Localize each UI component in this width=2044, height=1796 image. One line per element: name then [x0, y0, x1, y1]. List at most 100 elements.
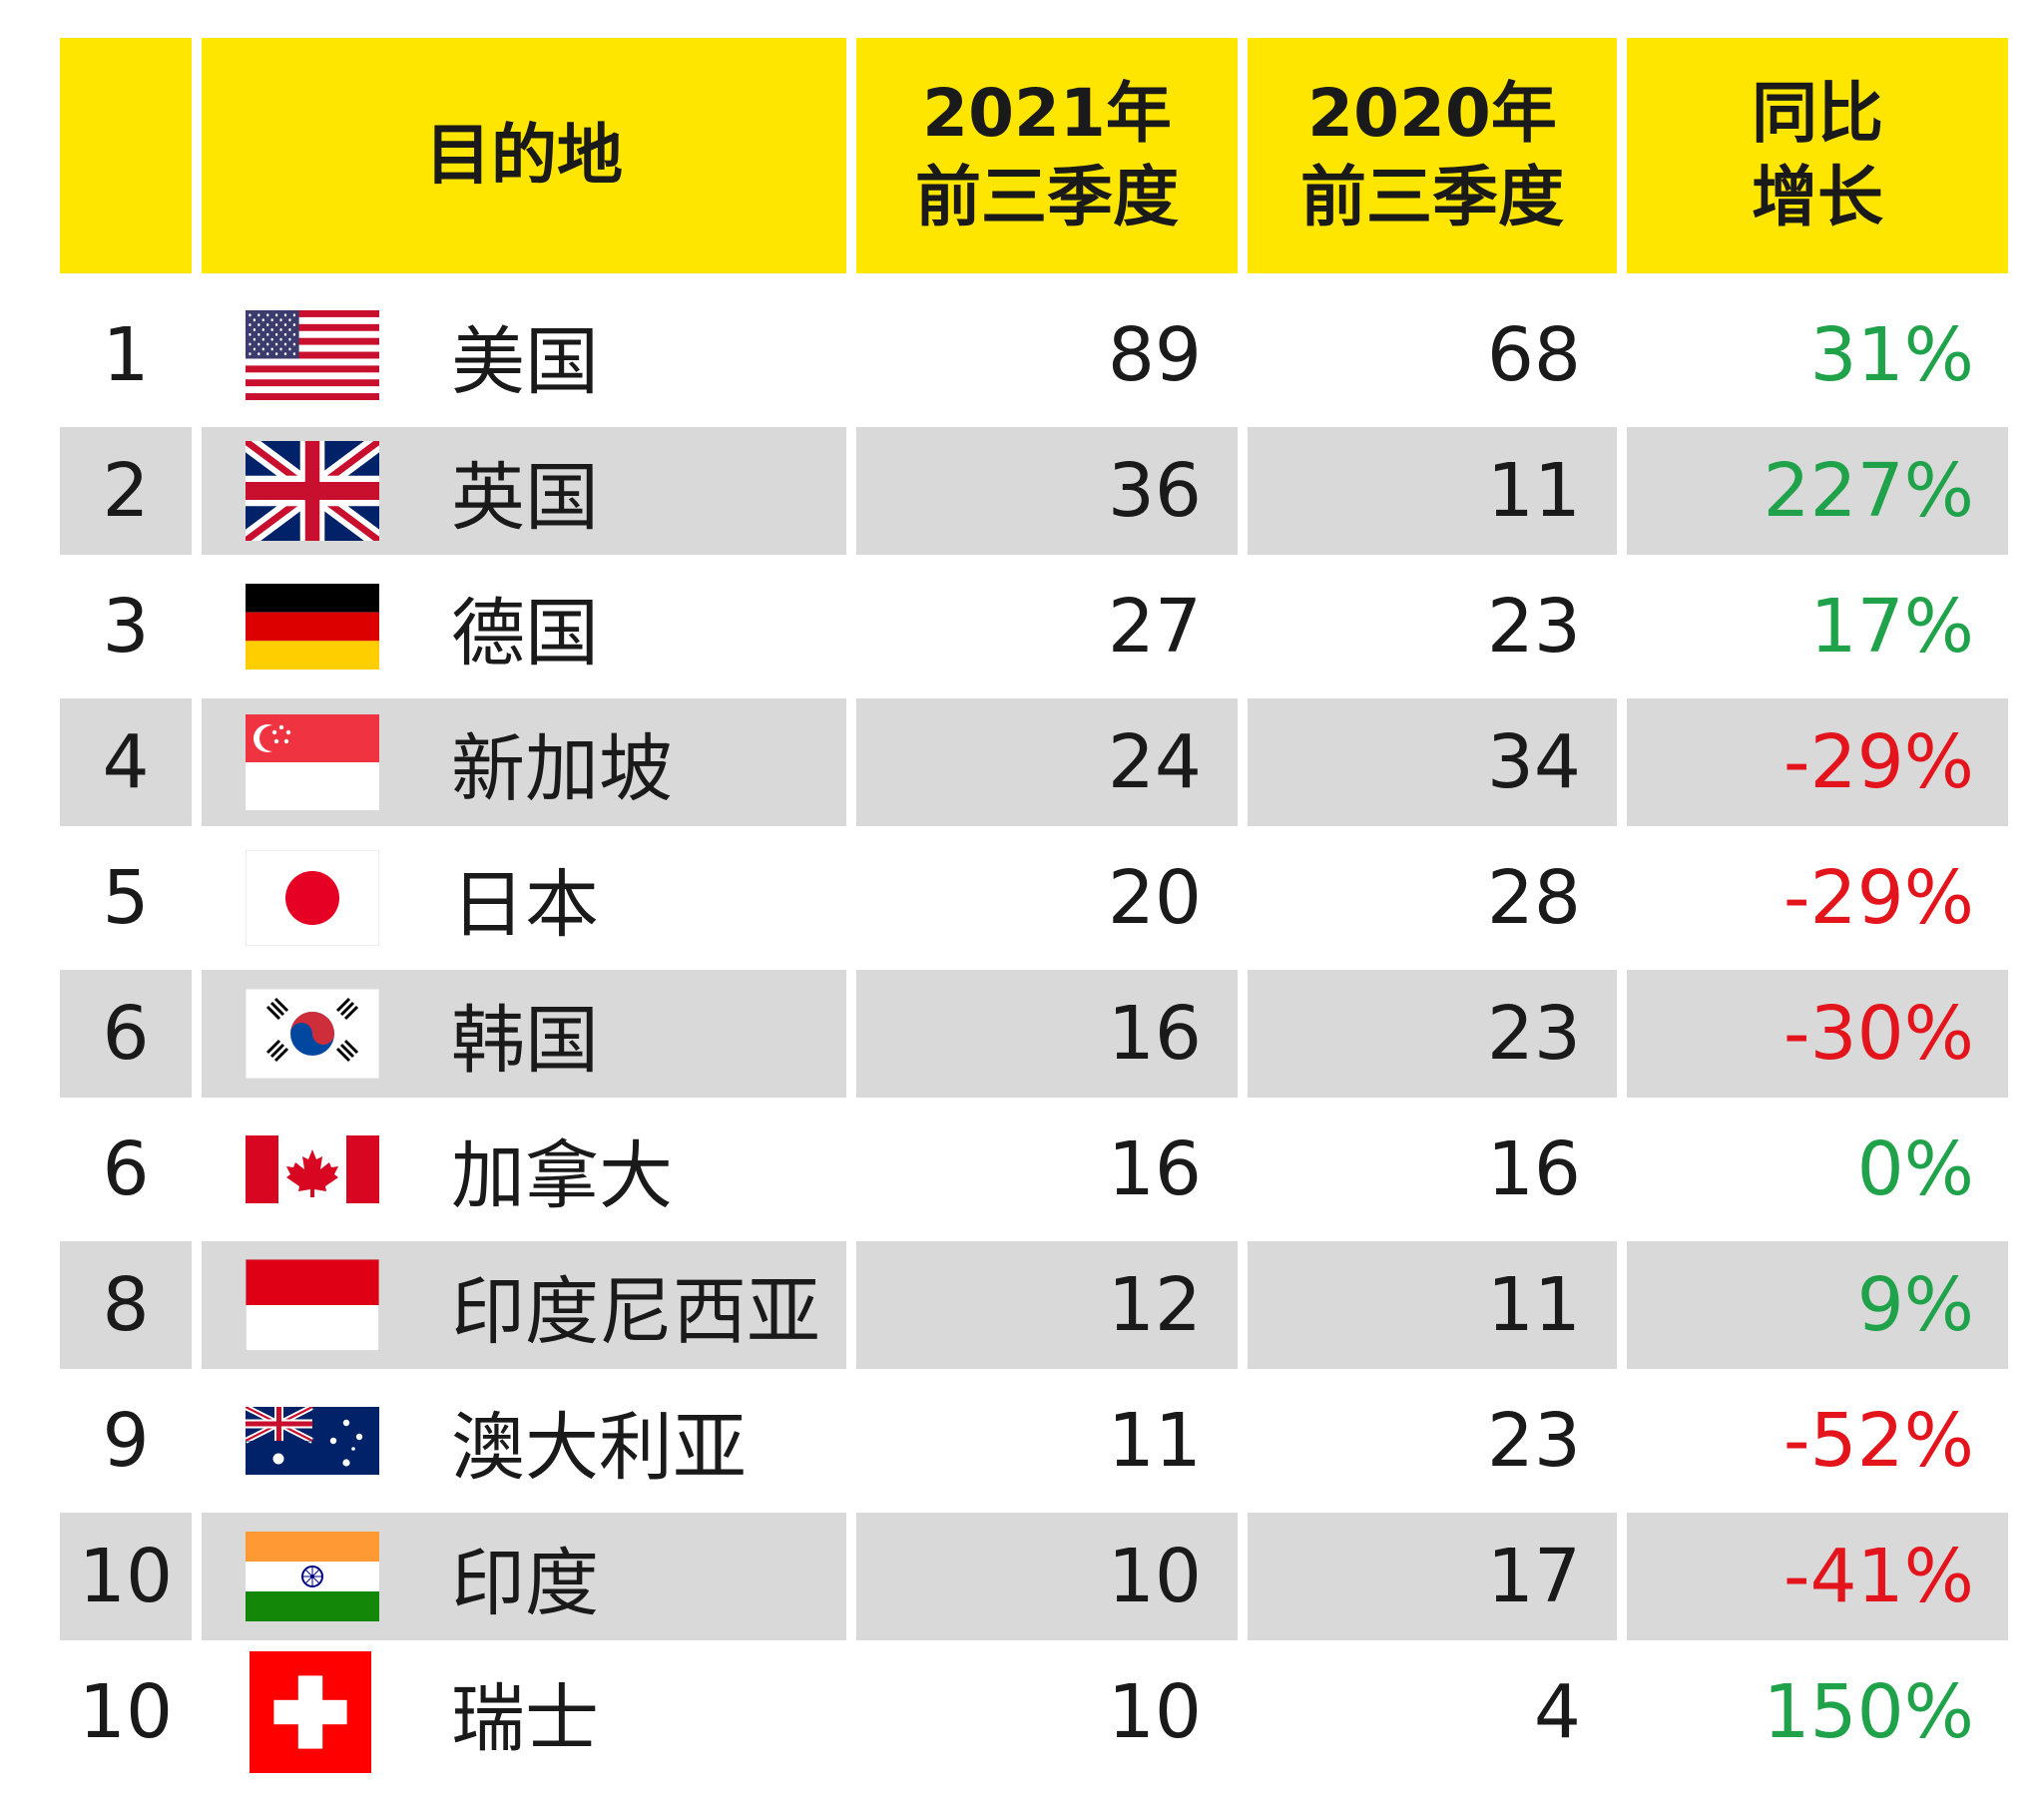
value-2020-cell: 23: [1248, 563, 1617, 690]
value-2020-cell: 4: [1248, 1648, 1617, 1776]
table-row: 8 印度尼西亚 12 11 9%: [60, 1241, 2008, 1369]
rank-cell: 8: [60, 1241, 192, 1369]
value-2021-cell: 10: [856, 1513, 1238, 1640]
table-row: 6 加拿大 16 16 0%: [60, 1106, 1996, 1233]
value-2020-cell: 34: [1248, 698, 1617, 826]
value-2020: 68: [1486, 312, 1581, 398]
value-2020-cell: 11: [1248, 1241, 1617, 1369]
value-2021: 12: [1107, 1262, 1202, 1348]
value-2020-cell: 16: [1248, 1106, 1617, 1233]
value-2021: 27: [1107, 584, 1202, 670]
value-2020: 11: [1486, 448, 1581, 534]
rank-value: 6: [102, 1126, 150, 1212]
switzerland-flag-icon: [250, 1651, 371, 1773]
destination-name: 日本: [451, 861, 599, 948]
destination-cell: 加拿大: [202, 1106, 846, 1233]
destination-name: 加拿大: [451, 1132, 673, 1219]
growth-value: -29%: [1783, 855, 1974, 941]
rank-cell: 9: [60, 1377, 192, 1505]
growth-cell: -30%: [1627, 970, 2008, 1098]
table-row: 9 澳大利亚 11 23 -52%: [60, 1377, 1996, 1505]
value-2020-cell: 11: [1248, 427, 1617, 555]
value-2021: 89: [1107, 312, 1202, 398]
destination-name: 印度尼西亚: [451, 1268, 820, 1355]
growth-value: -29%: [1783, 719, 1974, 805]
value-2021-cell: 24: [856, 698, 1238, 826]
growth-cell: -29%: [1627, 834, 2008, 962]
rank-value: 8: [102, 1262, 150, 1348]
table-row: 3 德国 27 23 17%: [60, 563, 1996, 690]
growth-cell: 17%: [1627, 563, 2008, 690]
growth-value: 31%: [1809, 312, 1974, 398]
rank-cell: 5: [60, 834, 192, 962]
header-rank: [60, 38, 192, 273]
destination-name: 韩国: [451, 997, 599, 1084]
destination-name: 德国: [451, 590, 599, 676]
growth-value: -41%: [1783, 1534, 1974, 1619]
germany-flag-icon: [246, 584, 379, 670]
value-2021: 36: [1107, 448, 1202, 534]
value-2020: 23: [1486, 991, 1581, 1077]
table-row: 1 美国 89 68 31%: [60, 291, 1996, 419]
header-growth: 同比 增长: [1627, 38, 2008, 273]
value-2021: 16: [1107, 991, 1202, 1077]
header-2021: 2021年 前三季度: [856, 38, 1238, 273]
value-2020: 23: [1486, 1398, 1581, 1484]
value-2021: 20: [1107, 855, 1202, 941]
value-2020: 28: [1486, 855, 1581, 941]
rank-value: 3: [102, 584, 150, 670]
rank-value: 2: [102, 448, 150, 534]
destination-cell: 日本: [202, 834, 846, 962]
destination-cell: 澳大利亚: [202, 1377, 846, 1505]
south-korea-flag-icon: [246, 989, 379, 1079]
growth-cell: -41%: [1627, 1513, 2008, 1640]
value-2021-cell: 16: [856, 970, 1238, 1098]
value-2020: 23: [1486, 584, 1581, 670]
destination-name: 美国: [451, 318, 599, 405]
table-row: 6 韩国 16 23 -30%: [60, 970, 2008, 1098]
growth-value: -30%: [1783, 991, 1974, 1077]
value-2021-cell: 16: [856, 1106, 1238, 1233]
growth-cell: 0%: [1627, 1106, 2008, 1233]
rank-value: 1: [102, 312, 150, 398]
value-2020-cell: 23: [1248, 970, 1617, 1098]
destination-cell: 印度尼西亚: [202, 1241, 846, 1369]
growth-value: 150%: [1763, 1669, 1974, 1755]
rank-value: 4: [102, 719, 150, 805]
growth-cell: 150%: [1627, 1648, 2008, 1776]
rank-value: 6: [102, 991, 150, 1077]
rank-value: 5: [102, 855, 150, 941]
header-2020-year: 2020年: [1307, 75, 1557, 152]
destination-cell: 新加坡: [202, 698, 846, 826]
header-growth-line1: 同比: [1752, 75, 1883, 152]
rank-cell: 1: [60, 291, 192, 419]
destination-name: 印度: [451, 1540, 599, 1626]
destination-cell: 德国: [202, 563, 846, 690]
indonesia-flag-icon: [246, 1259, 379, 1351]
destination-cell: 印度: [202, 1513, 846, 1640]
uk-flag-icon: [246, 441, 379, 541]
value-2020-cell: 68: [1248, 291, 1617, 419]
value-2021-cell: 89: [856, 291, 1238, 419]
growth-cell: 9%: [1627, 1241, 2008, 1369]
table-row: 10 印度 10 17 -41%: [60, 1513, 2008, 1640]
growth-cell: -29%: [1627, 698, 2008, 826]
rank-cell: 6: [60, 1106, 192, 1233]
value-2020: 34: [1486, 719, 1581, 805]
value-2021-cell: 10: [856, 1648, 1238, 1776]
header-row: 目的地 2021年 前三季度 2020年 前三季度 同比 增长: [60, 38, 2008, 273]
ranking-table: 目的地 2021年 前三季度 2020年 前三季度 同比 增长 1 美国 89 68 3…: [60, 38, 2008, 1784]
header-2021-period: 前三季度: [915, 159, 1179, 235]
value-2021: 24: [1107, 719, 1202, 805]
value-2021: 10: [1107, 1534, 1202, 1619]
rank-value: 9: [102, 1398, 150, 1484]
rank-cell: 10: [60, 1513, 192, 1640]
destination-name: 瑞士: [451, 1675, 599, 1762]
rank-cell: 3: [60, 563, 192, 690]
table-row: 10 瑞士 10 4 150%: [60, 1648, 1996, 1776]
value-2020: 17: [1486, 1534, 1581, 1619]
growth-value: 0%: [1856, 1126, 1974, 1212]
value-2020-cell: 17: [1248, 1513, 1617, 1640]
rank-value: 10: [78, 1669, 174, 1755]
value-2020: 16: [1486, 1126, 1581, 1212]
